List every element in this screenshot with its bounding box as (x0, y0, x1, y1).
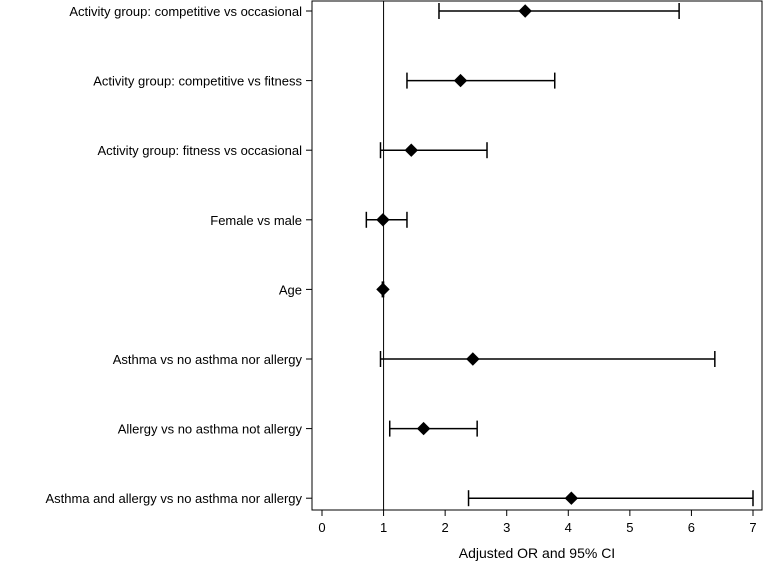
x-tick-label: 0 (318, 520, 325, 535)
category-label: Asthma vs no asthma nor allergy (113, 352, 303, 367)
category-label: Allergy vs no asthma not allergy (118, 422, 303, 437)
estimate-row (376, 281, 390, 298)
estimate-row (438, 3, 680, 19)
x-tick-label: 3 (503, 520, 510, 535)
point-estimate-marker (564, 491, 579, 505)
point-estimate-marker (404, 143, 418, 157)
estimate-row (379, 351, 716, 367)
x-tick-label: 6 (688, 520, 695, 535)
plot-area (365, 3, 754, 507)
point-estimate-marker (416, 421, 431, 436)
category-axis: Activity group: competitive vs occasiona… (45, 4, 312, 506)
x-tick-label: 4 (565, 520, 572, 535)
category-label: Asthma and allergy vs no asthma nor alle… (45, 491, 302, 506)
x-axis: 0 1 2 3 4 5 6 7 (318, 510, 757, 535)
estimate-row (379, 142, 488, 159)
point-estimate-marker (466, 352, 480, 366)
estimate-row (365, 211, 408, 228)
point-estimate-marker (518, 4, 532, 18)
category-label: Activity group: competitive vs occasiona… (69, 4, 302, 19)
category-label: Activity group: fitness vs occasional (98, 143, 303, 158)
category-label: Activity group: competitive vs fitness (93, 74, 302, 89)
x-tick-label: 1 (380, 520, 387, 535)
x-tick-label: 5 (626, 520, 633, 535)
estimate-row (406, 72, 556, 89)
category-label: Age (279, 282, 302, 297)
x-axis-title: Adjusted OR and 95% CI (459, 545, 615, 561)
estimate-row (388, 420, 478, 437)
plot-frame (311, 0, 763, 511)
category-label: Female vs male (210, 213, 302, 228)
point-estimate-marker (376, 213, 390, 227)
x-tick-label: 7 (749, 520, 756, 535)
estimate-row (467, 490, 754, 507)
point-estimate-marker (376, 282, 390, 297)
x-tick-label: 2 (442, 520, 449, 535)
point-estimate-marker (453, 73, 468, 88)
